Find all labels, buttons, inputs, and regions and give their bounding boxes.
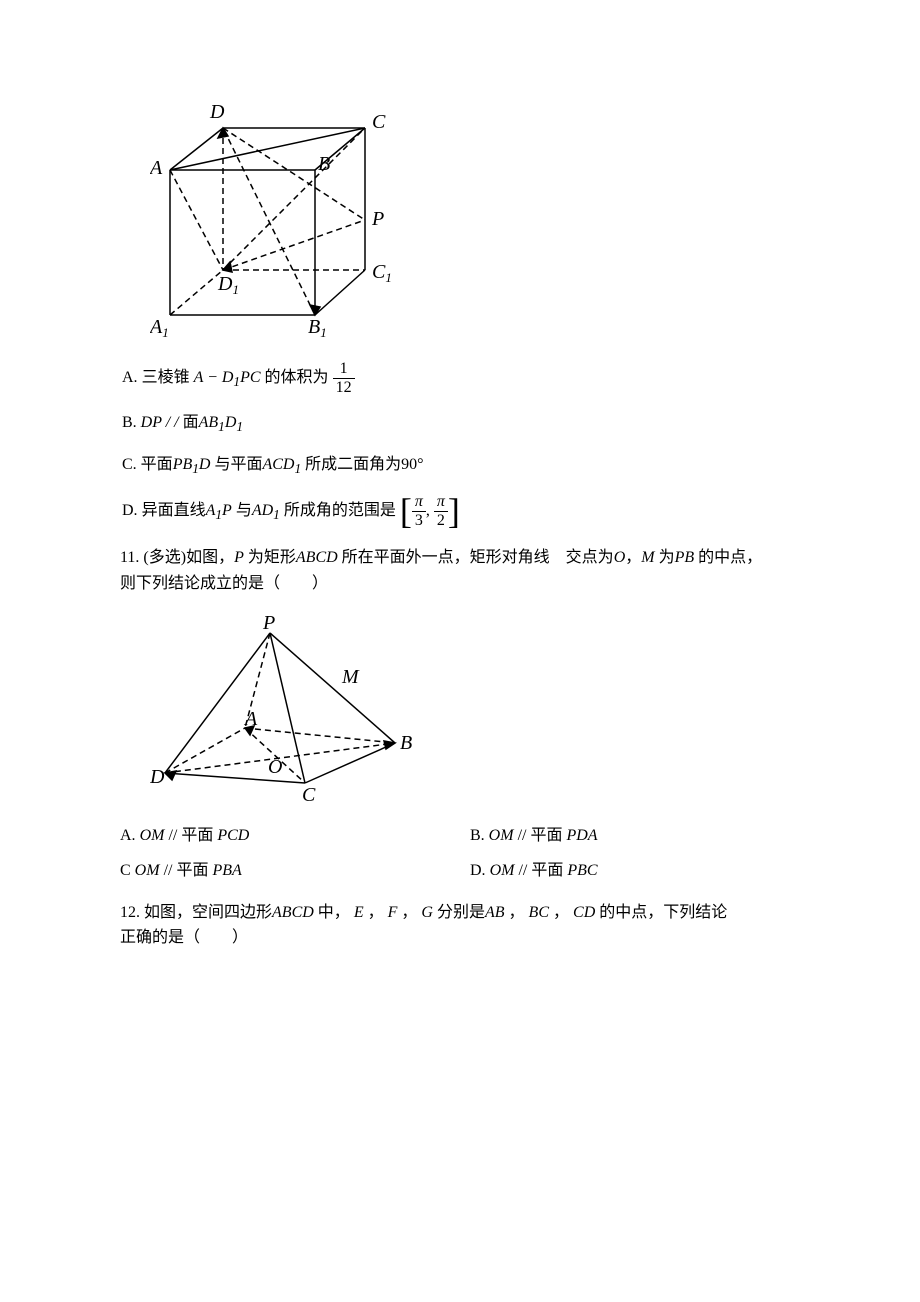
svg-text:A1: A1 xyxy=(150,316,169,340)
interval: [ π3 , π2 ] xyxy=(400,493,460,529)
q11-row1: A. OM // 平面 PCD B. OM // 平面 PDA xyxy=(120,823,820,849)
svg-text:C1: C1 xyxy=(372,261,392,285)
label-C: C xyxy=(372,111,386,133)
q11-row2: C OM // 平面 PBA D. OM // 平面 PBC xyxy=(120,858,820,884)
option-b: B. DP / / 面AB1D1 xyxy=(122,410,820,438)
optA-frac: 1 12 xyxy=(333,360,355,396)
q11-text: 11. (多选)如图，P 为矩形ABCD 所在平面外一点，矩形对角线 交点为O，… xyxy=(120,545,820,596)
q11-optB: B. OM // 平面 PDA xyxy=(470,823,820,849)
svg-text:O: O xyxy=(268,756,282,778)
option-d: D. 异面直线A1P 与AD1 所成角的范围是 [ π3 , π2 ] xyxy=(122,493,820,529)
q12-text: 12. 如图，空间四边形ABCD 中， E ， F ， G 分别是AB ， BC… xyxy=(120,900,820,951)
pyramid-svg: P M A B C D O xyxy=(150,613,430,803)
cube-figure: A B C D P A1 B1 C1 D1 xyxy=(150,80,820,340)
cube-svg: A B C D P A1 B1 C1 D1 xyxy=(150,80,410,340)
pyramid-figure: P M A B C D O xyxy=(150,613,820,803)
label-D: D xyxy=(209,101,225,123)
q11-optA: A. OM // 平面 PCD xyxy=(120,823,470,849)
svg-text:M: M xyxy=(341,666,360,688)
svg-text:P: P xyxy=(262,613,275,634)
svg-text:C: C xyxy=(302,784,316,803)
svg-text:B1: B1 xyxy=(308,316,327,340)
svg-text:B: B xyxy=(400,732,412,754)
q11-optD: D. OM // 平面 PBC xyxy=(470,858,820,884)
q11-optC: C OM // 平面 PBA xyxy=(120,858,470,884)
label-P: P xyxy=(371,208,384,230)
optA-t1: 三棱锥 xyxy=(142,369,190,386)
svg-text:A: A xyxy=(243,708,258,730)
option-c: C. 平面PB1D 与平面ACD1 所成二面角为90° xyxy=(122,452,820,480)
label-B: B xyxy=(318,153,330,175)
optA-t2: 的体积为 xyxy=(265,369,329,386)
svg-text:D1: D1 xyxy=(217,273,239,297)
option-a: A. 三棱锥 A − D1PC 的体积为 1 12 xyxy=(122,360,820,396)
svg-text:D: D xyxy=(150,766,165,788)
label-A: A xyxy=(150,157,163,179)
optA-letter: A. xyxy=(122,369,138,386)
